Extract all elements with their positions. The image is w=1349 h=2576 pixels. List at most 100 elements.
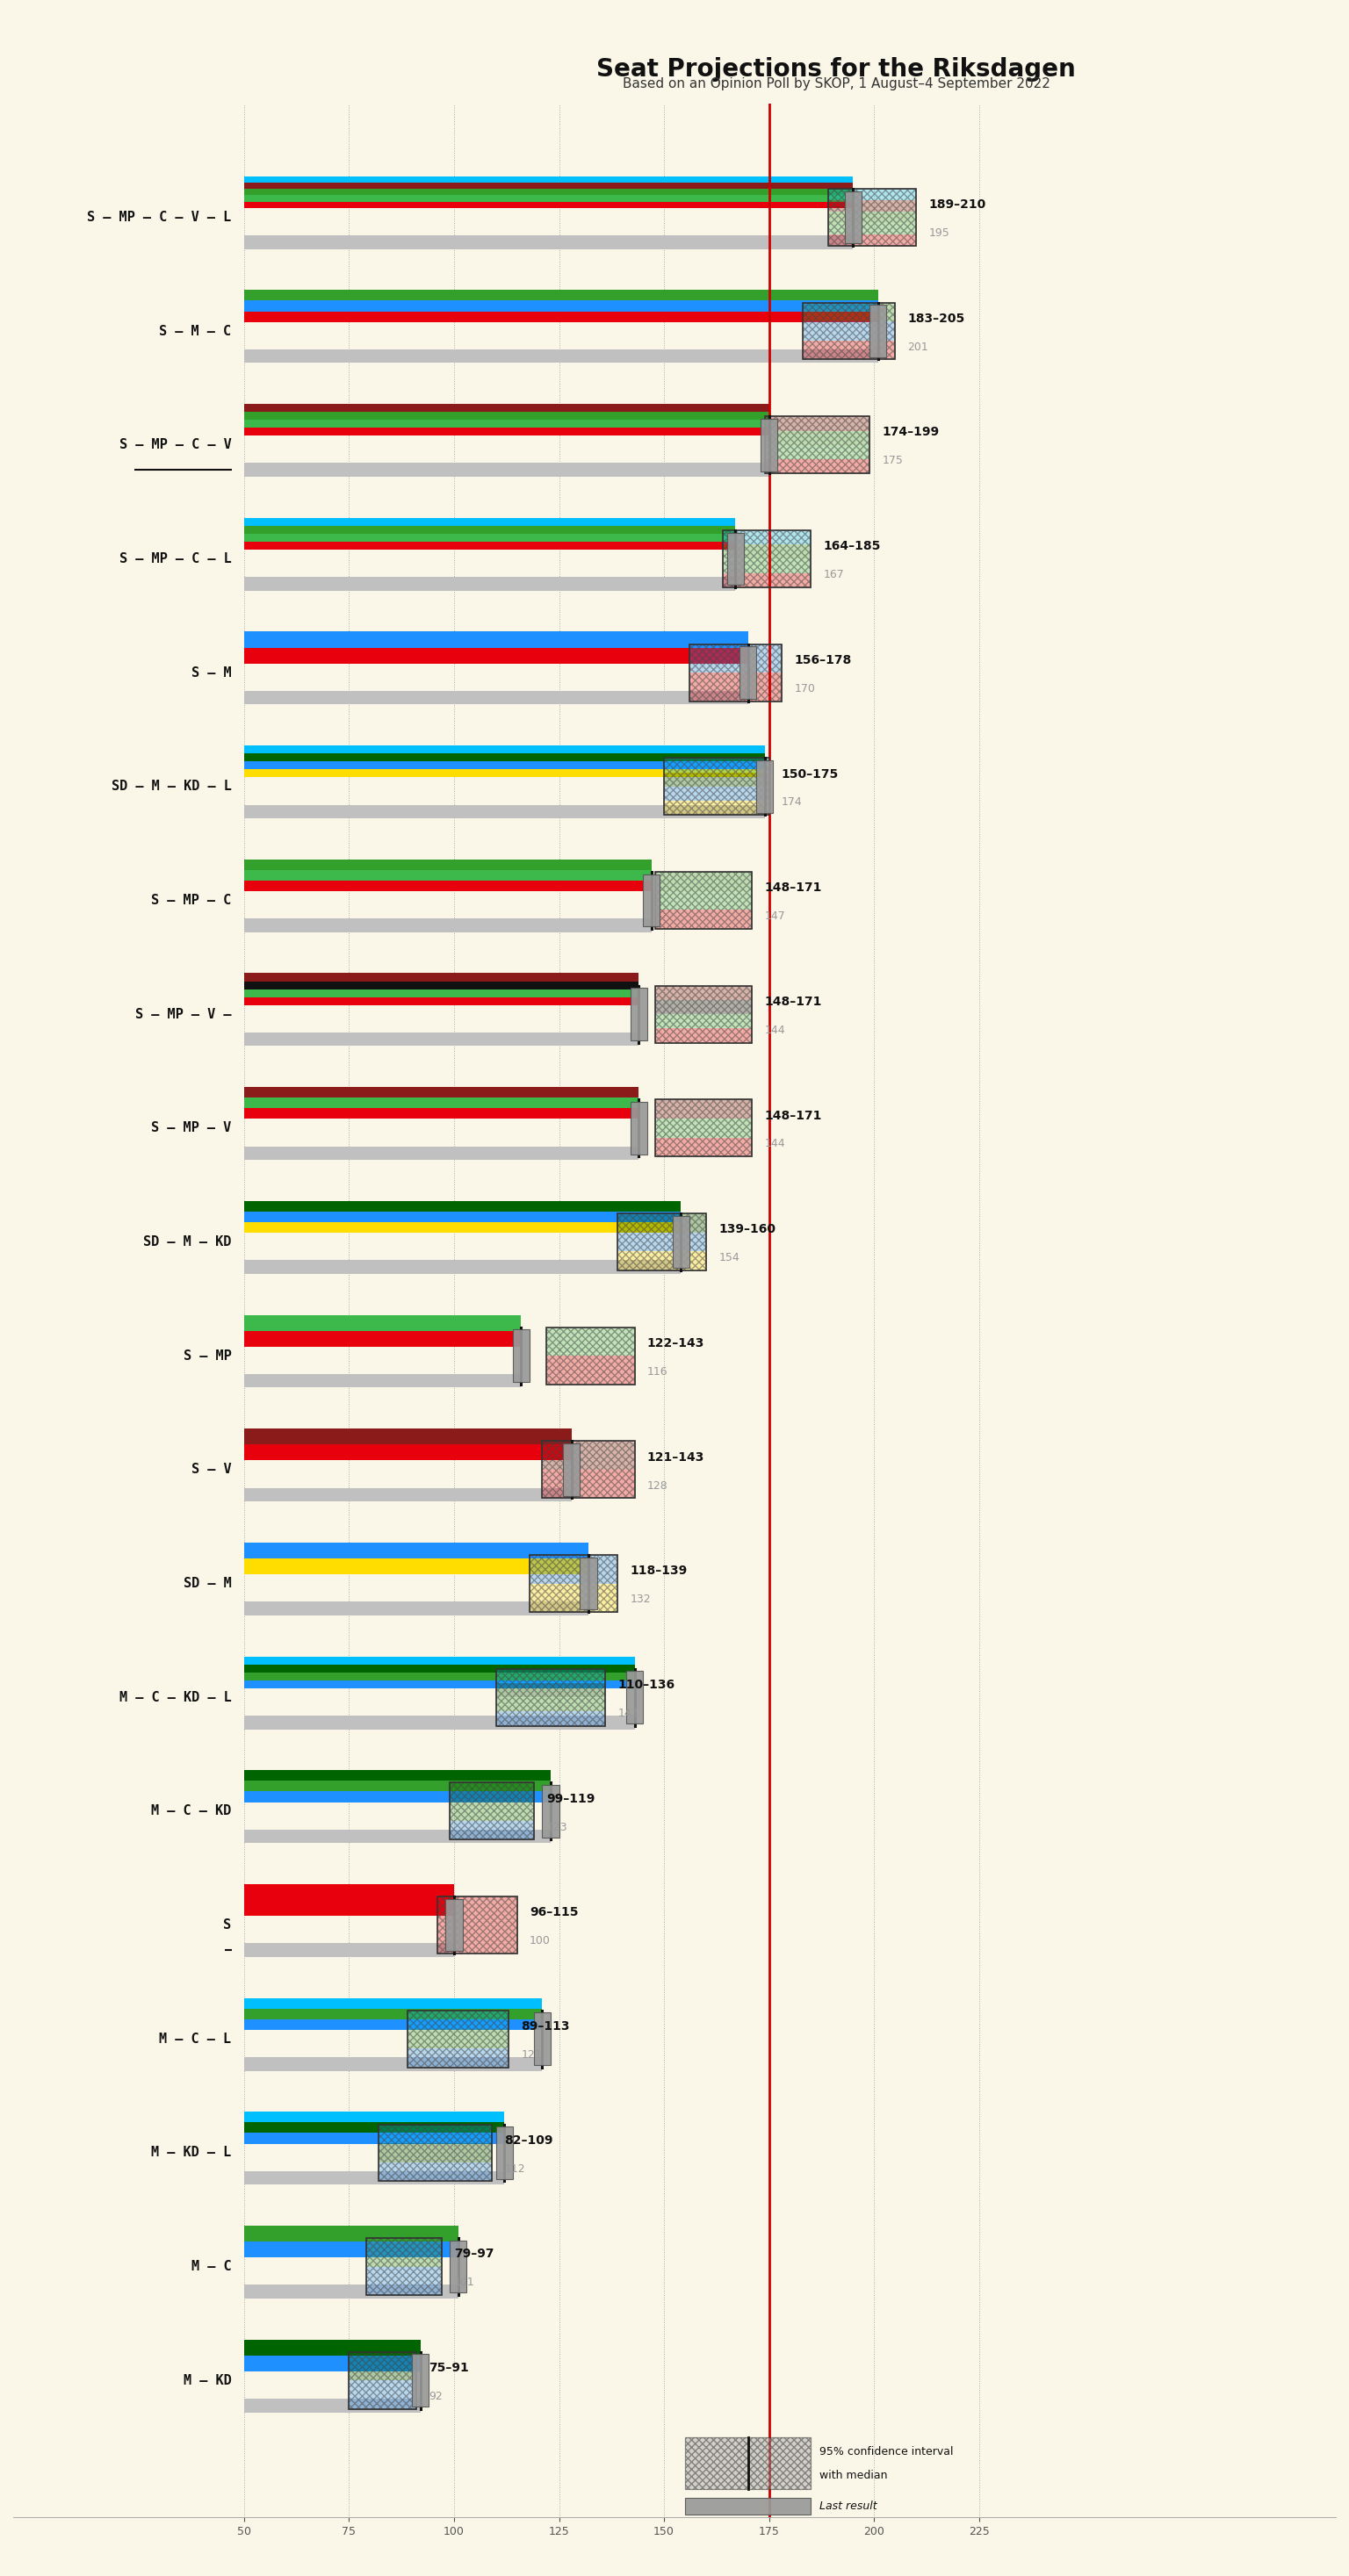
Bar — [723, 544, 811, 559]
Bar — [244, 291, 878, 301]
Text: S – M: S – M — [192, 667, 232, 680]
Bar — [244, 1602, 588, 1615]
Bar — [618, 1252, 706, 1270]
Bar — [449, 1783, 534, 1801]
Bar — [244, 981, 639, 989]
Bar — [870, 304, 886, 358]
Text: M – KD – L: M – KD – L — [151, 2146, 232, 2159]
Bar — [656, 1015, 753, 1028]
Bar — [437, 1896, 517, 1953]
Text: 164–185: 164–185 — [823, 541, 881, 551]
Bar — [765, 417, 870, 430]
Text: S – V: S – V — [192, 1463, 232, 1476]
Bar — [244, 2020, 542, 2030]
Text: M – C – KD – L: M – C – KD – L — [119, 1690, 232, 1703]
Bar — [244, 234, 853, 250]
Bar — [244, 752, 765, 762]
Text: 167: 167 — [823, 569, 844, 580]
Bar — [664, 801, 769, 814]
Bar — [496, 2128, 513, 2179]
Bar — [656, 1118, 753, 1139]
Text: 174–199: 174–199 — [882, 425, 939, 438]
Bar — [244, 881, 652, 891]
Bar — [244, 1780, 550, 1790]
Text: M – C – L: M – C – L — [159, 2032, 232, 2045]
Bar — [656, 1028, 753, 1043]
Bar — [803, 301, 894, 322]
Text: S: S — [224, 1919, 232, 1932]
Bar — [630, 989, 648, 1041]
Text: with median: with median — [819, 2470, 888, 2481]
Bar — [828, 211, 916, 224]
Bar — [618, 1213, 706, 1231]
Bar — [530, 1584, 618, 1613]
Text: S – MP – C – V – L: S – MP – C – V – L — [88, 211, 232, 224]
Text: 118–139: 118–139 — [630, 1564, 688, 1577]
Text: 79–97: 79–97 — [455, 2249, 494, 2259]
Bar — [244, 412, 769, 420]
Bar — [244, 464, 769, 477]
Bar — [723, 572, 811, 587]
Bar — [244, 577, 735, 590]
Bar — [437, 1896, 517, 1953]
Bar — [542, 1440, 634, 1471]
Bar — [244, 770, 765, 778]
Bar — [244, 1260, 681, 1273]
Bar — [244, 1314, 521, 1332]
Text: 75–91: 75–91 — [429, 2362, 469, 2375]
Text: 121: 121 — [521, 2048, 542, 2061]
Text: 148–171: 148–171 — [765, 1110, 822, 1121]
Bar — [244, 631, 747, 647]
Bar — [530, 1556, 618, 1613]
Bar — [449, 1801, 534, 1821]
Bar — [244, 1332, 521, 1347]
Text: M – C – KD: M – C – KD — [151, 1806, 232, 1819]
Bar — [349, 2352, 417, 2409]
Bar — [656, 1100, 753, 1157]
Bar — [244, 2285, 459, 2298]
Bar — [828, 188, 916, 245]
Bar — [244, 2339, 421, 2354]
Text: S – MP – C: S – MP – C — [151, 894, 232, 907]
Bar — [407, 2009, 509, 2030]
Bar — [244, 201, 853, 209]
Bar — [244, 690, 747, 703]
Text: 100: 100 — [530, 1935, 550, 1947]
Bar — [244, 312, 878, 322]
Text: 156–178: 156–178 — [795, 654, 851, 667]
Bar — [244, 1558, 588, 1574]
Bar — [349, 2352, 417, 2409]
Bar — [727, 533, 743, 585]
Bar — [244, 1200, 681, 1211]
Text: S – MP – C – V: S – MP – C – V — [119, 438, 232, 451]
Bar — [244, 541, 735, 549]
Text: 112: 112 — [505, 2164, 525, 2174]
Text: S – MP – C – L: S – MP – C – L — [119, 551, 232, 564]
Text: 96–115: 96–115 — [530, 1906, 579, 1919]
Bar — [244, 974, 639, 981]
Bar — [761, 420, 777, 471]
Bar — [685, 2437, 811, 2488]
Bar — [379, 2125, 492, 2143]
Bar — [496, 1669, 606, 1682]
Bar — [244, 518, 735, 526]
Bar — [656, 987, 753, 1043]
Bar — [656, 987, 753, 1043]
Bar — [803, 340, 894, 361]
Bar — [828, 188, 916, 245]
Bar — [656, 871, 753, 930]
Bar — [244, 533, 735, 541]
Text: SD – M – KD – L: SD – M – KD – L — [112, 781, 232, 793]
Bar — [656, 871, 753, 891]
Text: 110–136: 110–136 — [618, 1680, 674, 1690]
Bar — [244, 1829, 550, 1842]
Bar — [723, 531, 811, 587]
Bar — [530, 1556, 618, 1613]
Bar — [618, 1231, 706, 1252]
Bar — [803, 322, 894, 340]
Bar — [244, 1716, 634, 1728]
Bar — [542, 1440, 634, 1499]
Bar — [445, 1899, 463, 1950]
Bar — [366, 2239, 441, 2295]
Bar — [244, 2354, 421, 2372]
